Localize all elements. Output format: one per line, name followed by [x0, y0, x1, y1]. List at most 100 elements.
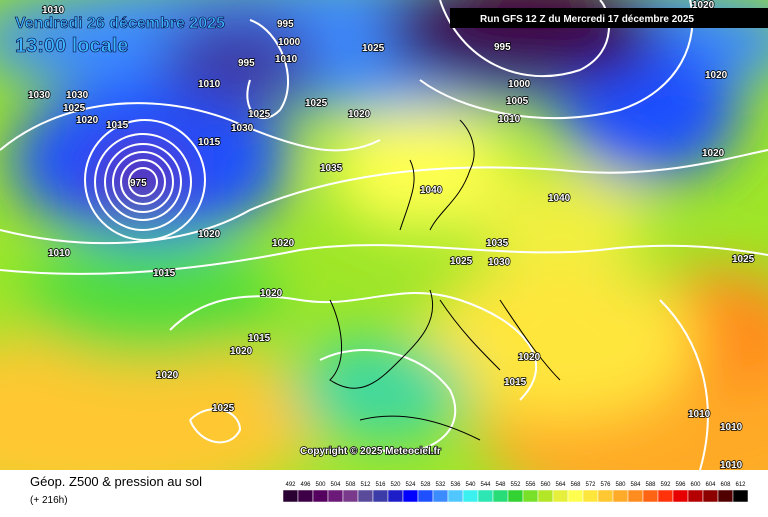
legend-label: 592 — [660, 482, 671, 488]
legend-label: 528 — [420, 482, 431, 488]
forecast-time: 13:00 locale — [15, 35, 128, 57]
legend-swatch — [702, 489, 719, 503]
legend-swatch — [552, 489, 569, 503]
legend-label: 508 — [345, 482, 356, 488]
legend-label: 500 — [315, 482, 326, 488]
legend-swatch — [627, 489, 644, 503]
legend-swatch — [432, 489, 449, 503]
isobar-label: 1025 — [305, 98, 328, 109]
isobar-label: 1020 — [272, 238, 295, 249]
legend-swatch — [387, 489, 404, 503]
legend-swatch — [282, 489, 299, 503]
isobar-label: 1040 — [420, 185, 443, 196]
legend-label: 568 — [570, 482, 581, 488]
isobar-label: 1010 — [688, 409, 711, 420]
legend-label: 524 — [405, 482, 416, 488]
isobar-label: 995 — [238, 58, 255, 69]
legend-swatch — [657, 489, 674, 503]
legend-label: 572 — [585, 482, 596, 488]
isobar-label: 1020 — [348, 109, 371, 120]
legend-label: 608 — [720, 482, 731, 488]
isobar-label: 1010 — [720, 422, 743, 433]
isobar-label: 1040 — [548, 193, 571, 204]
legend-swatch — [297, 489, 314, 503]
legend-swatch — [582, 489, 599, 503]
isobar-label: 1030 — [231, 123, 254, 134]
isobar-label: 1020 — [198, 229, 221, 240]
isobar-label: 1015 — [153, 268, 176, 279]
legend-swatch — [357, 489, 374, 503]
legend-swatch — [312, 489, 329, 503]
legend-swatch — [567, 489, 584, 503]
legend-label: 588 — [645, 482, 656, 488]
legend-swatch — [477, 489, 494, 503]
isobar-label: 975 — [130, 178, 147, 189]
legend-swatch — [597, 489, 614, 503]
run-box — [450, 8, 768, 28]
legend-swatch — [417, 489, 434, 503]
legend-label: 492 — [285, 482, 296, 488]
legend-swatch — [717, 489, 734, 503]
legend-label: 496 — [300, 482, 311, 488]
legend-label: 520 — [390, 482, 401, 488]
isobar-label: 1015 — [504, 377, 527, 388]
legend-label: 536 — [450, 482, 461, 488]
isobar-label: 995 — [277, 19, 294, 30]
isobar-label: 1020 — [692, 0, 715, 11]
legend-swatch — [327, 489, 344, 503]
legend-label: 544 — [480, 482, 491, 488]
legend-label: 552 — [510, 482, 521, 488]
isobar-label: 1020 — [156, 370, 179, 381]
isobar-label: 1010 — [498, 114, 521, 125]
footer-title: Géop. Z500 & pression au sol — [30, 474, 202, 489]
legend-label: 584 — [630, 482, 641, 488]
legend-label: 596 — [675, 482, 686, 488]
legend-swatch — [732, 489, 749, 503]
isobars — [0, 0, 768, 470]
legend-label: 504 — [330, 482, 341, 488]
isobar-label: 1030 — [488, 257, 511, 268]
isobar-label: 1025 — [212, 403, 235, 414]
isobar-label: 1025 — [362, 43, 385, 54]
legend: 492 496 500 504 508 512 516 520 524 528 532 536 540 5… — [282, 482, 749, 503]
legend-label: 532 — [435, 482, 446, 488]
isobar-label: 1020 — [705, 70, 728, 81]
legend-label: 600 — [690, 482, 701, 488]
isobar-label: 1005 — [506, 96, 529, 107]
legend-swatch — [402, 489, 419, 503]
legend-label: 556 — [525, 482, 536, 488]
isobar-label: 1010 — [275, 54, 298, 65]
legend-swatch — [522, 489, 539, 503]
isobar-label: 1000 — [278, 37, 301, 48]
legend-swatch — [642, 489, 659, 503]
isobar-label: 1025 — [450, 256, 473, 267]
legend-label: 540 — [465, 482, 476, 488]
isobar-label: 1020 — [518, 352, 541, 363]
legend-swatch — [462, 489, 479, 503]
legend-swatch — [447, 489, 464, 503]
isobar-label: 995 — [494, 42, 511, 53]
legend-swatch — [687, 489, 704, 503]
isobar-labels: 1010 995 1000 1010 1025 995 1010 1030 1030 1025 10… — [27, 0, 755, 472]
isobar-label: 1030 — [66, 90, 89, 101]
isobar-label: 1025 — [63, 103, 86, 114]
isobar-label: 1025 — [248, 109, 271, 120]
isobar-label: 1015 — [198, 137, 221, 148]
isobar-label: 1010 — [48, 248, 71, 259]
footer-lead: (+ 216h) — [30, 495, 68, 506]
legend-swatch — [537, 489, 554, 503]
legend-swatch — [372, 489, 389, 503]
isobar-label: 1020 — [260, 288, 283, 299]
legend-label: 548 — [495, 482, 506, 488]
legend-label: 560 — [540, 482, 551, 488]
copyright: Copyright © 2025 Meteociel.fr — [300, 446, 441, 457]
isobar-label: 1025 — [732, 254, 755, 265]
isobar-label: 1010 — [720, 460, 743, 471]
isobar-label: 1010 — [198, 79, 221, 90]
isobar-label: 1015 — [106, 120, 129, 131]
isobar-label: 1015 — [248, 333, 271, 344]
isobar-label: 1000 — [508, 79, 531, 90]
legend-label: 512 — [360, 482, 371, 488]
